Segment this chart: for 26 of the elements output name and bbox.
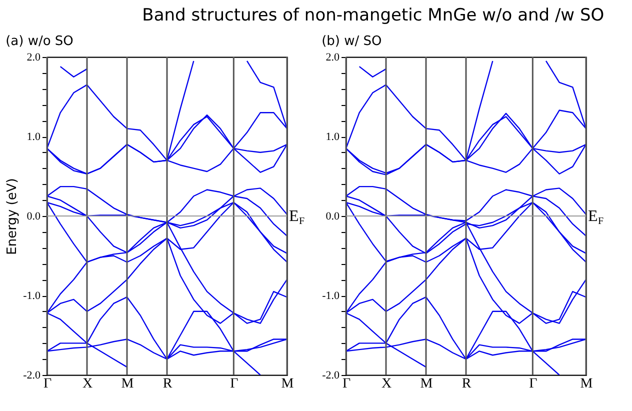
y-tick-label: 2.0: [326, 52, 340, 64]
x-tick-label: X: [381, 376, 392, 392]
y-tick-label: -2.0: [23, 370, 41, 382]
y-axis-title: Energy (eV): [5, 178, 20, 255]
chart-subtitle: (b) w/ SO: [322, 34, 382, 49]
x-tick-label: Γ: [43, 376, 52, 392]
y-tick-label: -2.0: [322, 370, 340, 382]
y-tick-label: 2.0: [26, 52, 41, 64]
x-tick-label: Γ: [230, 376, 238, 392]
x-tick-label: M: [420, 376, 434, 392]
y-tick-label: -1.0: [23, 290, 41, 302]
x-tick-label: R: [162, 376, 173, 392]
y-tick-label: 0.0: [326, 210, 340, 222]
x-tick-label: X: [82, 376, 93, 392]
y-tick-label: 0.0: [26, 210, 41, 222]
y-tick-label: -1.0: [322, 290, 340, 302]
x-tick-label: M: [580, 376, 594, 392]
text: Band structures of non-mangetic MnGe w/o and /w SO: [142, 5, 604, 26]
x-tick-label: R: [462, 376, 472, 392]
x-tick-label: Γ: [342, 376, 351, 392]
y-tick-label: 1.0: [326, 131, 340, 143]
x-tick-label: M: [121, 376, 134, 392]
chart-subtitle: (a) w/o SO: [6, 34, 74, 49]
y-tick-label: 1.0: [26, 131, 41, 143]
x-tick-label: M: [281, 376, 294, 392]
x-tick-label: Γ: [529, 376, 538, 392]
